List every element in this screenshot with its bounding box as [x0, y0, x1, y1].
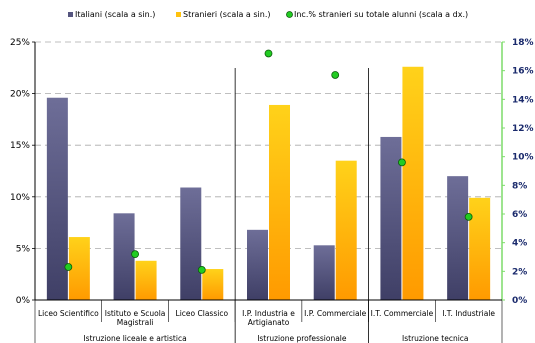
tick-right-label-5: 10% — [512, 153, 534, 163]
tick-right-label-2: 4% — [512, 239, 527, 249]
bar-italiani-5 — [380, 136, 402, 300]
axes — [32, 41, 505, 343]
tick-right-label-3: 6% — [512, 210, 527, 220]
category-label-4: I.P. Commerciale — [304, 309, 367, 318]
bar-stranieri-6 — [469, 197, 491, 300]
point-incidenza-2 — [197, 265, 206, 274]
category-label-2: Liceo Classico — [176, 309, 229, 318]
tick-right-label-4: 8% — [512, 181, 527, 191]
tick-left-label-5: 25% — [10, 38, 30, 48]
tick-right-label-7: 14% — [512, 95, 534, 105]
grid — [35, 41, 502, 249]
bar-stranieri-0 — [68, 237, 90, 300]
bar-italiani-0 — [46, 97, 68, 300]
category-label-6: I.T. Industriale — [442, 309, 495, 318]
bar-stranieri-1 — [135, 260, 157, 300]
tick-left-label-4: 20% — [10, 90, 30, 100]
category-label-1: Magistrali — [117, 318, 154, 327]
bar-stranieri-5 — [402, 66, 424, 300]
tick-right-label-9: 18% — [512, 38, 534, 48]
bar-italiani-6 — [447, 176, 469, 300]
category-label-3: Artigianato — [248, 318, 290, 327]
tick-left-label-2: 10% — [10, 193, 30, 203]
bar-italiani-2 — [180, 187, 202, 300]
point-incidenza-0 — [64, 263, 73, 271]
bar-italiani-3 — [247, 229, 268, 300]
category-label-3: I.P. Industria e — [242, 309, 295, 318]
tick-right-label-0: 0% — [512, 296, 527, 306]
bar-italiani-4 — [313, 245, 335, 300]
point-incidenza-5 — [398, 158, 406, 167]
labels: 0% 5% 10% 15% 20% 25% 0% 2% 4% 6% 8% 10% 12% 14% 16% 18… — [10, 38, 534, 343]
legend-swatch-0 — [68, 12, 73, 17]
group-label-0: Istruzione liceale e artistica — [83, 334, 186, 343]
point-incidenza-6 — [464, 212, 473, 221]
bar-stranieri-3 — [269, 104, 290, 301]
tick-right-label-6: 12% — [512, 124, 534, 134]
bars — [46, 66, 491, 301]
legend-label-0: Italiani (scala a sin.) — [75, 10, 155, 19]
point-incidenza-3 — [264, 49, 273, 58]
legend: Italiani (scala a sin.) Stranieri (scala … — [68, 10, 468, 19]
legend-label-2: Inc.% stranieri su totale alunni (scala … — [294, 10, 468, 19]
point-incidenza-4 — [331, 71, 340, 79]
category-label-0: Liceo Scientifico — [38, 309, 99, 318]
point-incidenza-1 — [131, 250, 139, 259]
points — [64, 49, 473, 274]
legend-swatch-2 — [286, 11, 293, 18]
group-label-1: Istruzione professionale — [257, 334, 347, 343]
tick-right-label-8: 16% — [512, 67, 534, 77]
tick-left-label-0: 0% — [16, 296, 31, 306]
bar-stranieri-2 — [202, 269, 224, 300]
bar-italiani-1 — [113, 213, 135, 300]
legend-swatch-1 — [176, 12, 181, 17]
tick-right-label-1: 2% — [512, 267, 527, 277]
legend-label-1: Stranieri (scala a sin.) — [183, 10, 271, 19]
tick-left-label-3: 15% — [10, 141, 30, 151]
tick-left-label-1: 5% — [16, 244, 31, 254]
category-label-1: Istituto e Scuola — [105, 309, 166, 318]
bar-stranieri-4 — [335, 160, 357, 300]
category-label-5: I.T. Commerciale — [371, 309, 434, 318]
group-label-2: Istruzione tecnica — [402, 334, 469, 343]
